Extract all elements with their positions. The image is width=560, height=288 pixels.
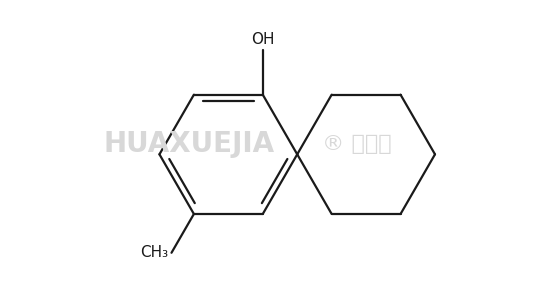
Text: ® 化学加: ® 化学加: [322, 134, 391, 154]
Text: CH₃: CH₃: [140, 245, 168, 260]
Text: OH: OH: [251, 32, 274, 47]
Text: HUAXUEJIA: HUAXUEJIA: [104, 130, 274, 158]
